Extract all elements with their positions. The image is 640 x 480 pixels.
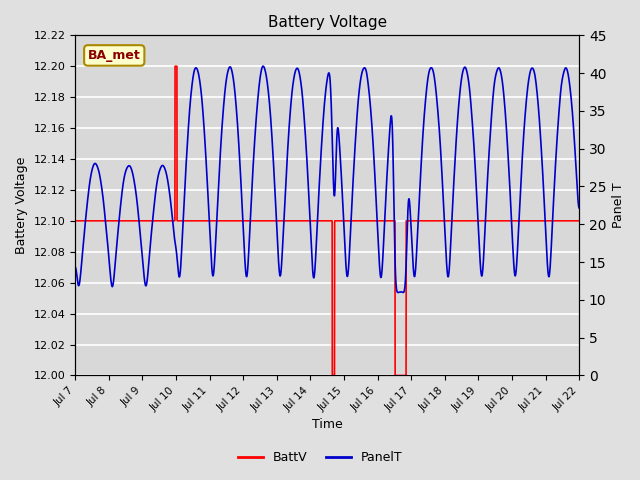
- X-axis label: Time: Time: [312, 419, 342, 432]
- Y-axis label: Battery Voltage: Battery Voltage: [15, 156, 28, 254]
- Legend: BattV, PanelT: BattV, PanelT: [232, 446, 408, 469]
- Text: BA_met: BA_met: [88, 49, 141, 62]
- Y-axis label: Panel T: Panel T: [612, 182, 625, 228]
- Title: Battery Voltage: Battery Voltage: [268, 15, 387, 30]
